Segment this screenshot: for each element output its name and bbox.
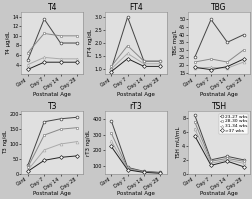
X-axis label: Postnatal Age: Postnatal Age xyxy=(116,92,154,97)
Title: T3: T3 xyxy=(47,102,57,111)
Title: TSH: TSH xyxy=(211,102,226,111)
Title: rT3: rT3 xyxy=(129,102,142,111)
Y-axis label: FT4 ng/dL: FT4 ng/dL xyxy=(87,30,92,57)
X-axis label: Postnatal Age: Postnatal Age xyxy=(116,191,154,196)
Title: TBG: TBG xyxy=(211,3,226,12)
X-axis label: Postnatal Age: Postnatal Age xyxy=(33,92,71,97)
Y-axis label: TSH mU/mL: TSH mU/mL xyxy=(175,126,180,159)
X-axis label: Postnatal Age: Postnatal Age xyxy=(33,191,71,196)
Title: FT4: FT4 xyxy=(128,3,142,12)
Legend: 23-27 wks, 28-30 wks, 31-34 wks, >37 wks: 23-27 wks, 28-30 wks, 31-34 wks, >37 wks xyxy=(218,114,247,134)
Y-axis label: T3 ng/dL: T3 ng/dL xyxy=(3,131,8,154)
Y-axis label: T4 µg/dL: T4 µg/dL xyxy=(6,31,11,55)
X-axis label: Postnatal Age: Postnatal Age xyxy=(199,92,237,97)
Title: T4: T4 xyxy=(47,3,57,12)
X-axis label: Postnatal Age: Postnatal Age xyxy=(199,191,237,196)
Y-axis label: TBG mg/L: TBG mg/L xyxy=(172,30,177,56)
Y-axis label: rT3 ng/dL: rT3 ng/dL xyxy=(86,130,91,156)
